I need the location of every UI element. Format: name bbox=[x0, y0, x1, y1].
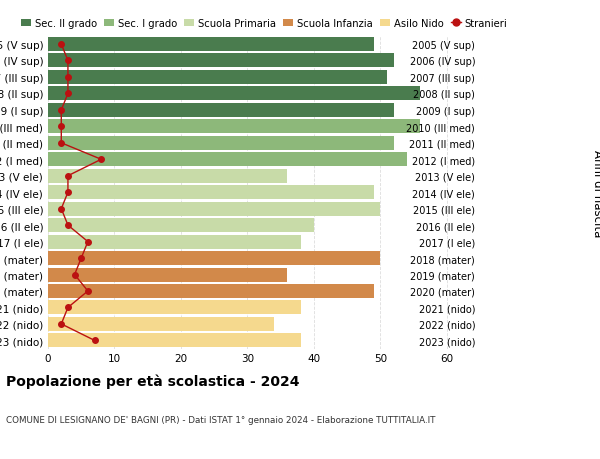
Point bbox=[56, 107, 66, 114]
Bar bbox=[48, 120, 420, 134]
Bar bbox=[48, 235, 301, 249]
Point bbox=[83, 238, 92, 246]
Point bbox=[63, 222, 73, 230]
Point bbox=[56, 41, 66, 49]
Bar bbox=[48, 301, 301, 315]
Point bbox=[56, 140, 66, 147]
Point bbox=[56, 320, 66, 328]
Point bbox=[63, 173, 73, 180]
Point bbox=[90, 337, 100, 344]
Bar bbox=[48, 54, 394, 68]
Bar bbox=[48, 334, 301, 347]
Bar bbox=[48, 285, 374, 298]
Point bbox=[63, 189, 73, 196]
Point bbox=[63, 74, 73, 81]
Bar bbox=[48, 104, 394, 118]
Text: Anni di nascita: Anni di nascita bbox=[590, 149, 600, 236]
Point bbox=[83, 288, 92, 295]
Bar bbox=[48, 71, 387, 85]
Bar bbox=[48, 252, 380, 265]
Bar bbox=[48, 169, 287, 183]
Point bbox=[63, 304, 73, 312]
Text: Popolazione per età scolastica - 2024: Popolazione per età scolastica - 2024 bbox=[6, 374, 299, 389]
Bar bbox=[48, 186, 374, 200]
Bar bbox=[48, 317, 274, 331]
Point bbox=[76, 255, 86, 262]
Point bbox=[56, 123, 66, 131]
Bar bbox=[48, 218, 314, 233]
Text: COMUNE DI LESIGNANO DE' BAGNI (PR) - Dati ISTAT 1° gennaio 2024 - Elaborazione T: COMUNE DI LESIGNANO DE' BAGNI (PR) - Dat… bbox=[6, 415, 436, 425]
Point bbox=[97, 156, 106, 163]
Point bbox=[63, 90, 73, 98]
Bar bbox=[48, 153, 407, 167]
Bar bbox=[48, 202, 380, 216]
Point bbox=[63, 58, 73, 65]
Point bbox=[56, 206, 66, 213]
Bar bbox=[48, 87, 420, 101]
Point bbox=[70, 271, 79, 279]
Legend: Sec. II grado, Sec. I grado, Scuola Primaria, Scuola Infanzia, Asilo Nido, Stran: Sec. II grado, Sec. I grado, Scuola Prim… bbox=[20, 19, 508, 28]
Bar bbox=[48, 38, 374, 52]
Bar bbox=[48, 136, 394, 151]
Bar bbox=[48, 268, 287, 282]
